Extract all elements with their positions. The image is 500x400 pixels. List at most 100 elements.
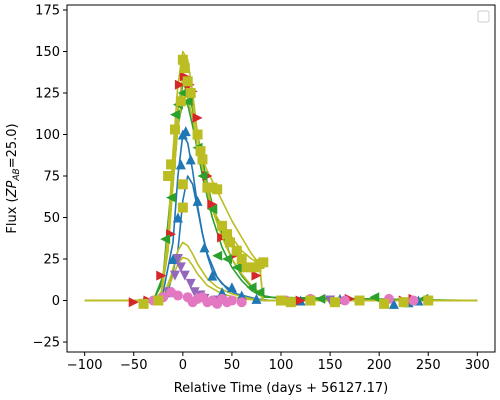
data-point-triangle-up [175,159,186,170]
y-label-post: =25.0) [5,123,20,168]
data-point-triangle-up [192,195,203,206]
data-point-square [175,96,186,107]
data-point-triangle-left [207,204,218,215]
model-curve [84,92,478,302]
data-point-square [153,295,164,306]
data-point-circle [236,297,247,308]
data-point-square [423,295,434,306]
x-tick-label: 150 [318,358,343,373]
y-label-zp: ZP [5,180,20,198]
y-tick-label: 0 [52,294,60,309]
data-point-triangle-up [168,254,179,265]
data-point-triangle-left [254,287,265,298]
data-point-triangle-down [172,254,183,265]
data-point-triangle-left [315,293,326,304]
y-tick-label: 25 [43,253,60,268]
x-axis-ticks: −100 −50 0 50 100 150 200 250 300 [67,352,490,373]
data-point-triangle-right [156,270,167,281]
x-tick-label: 300 [465,358,490,373]
data-point-square [169,124,180,135]
data-point-square [354,295,365,306]
y-label-pre: Flux ( [5,197,20,233]
data-point-triangle-up [388,298,399,309]
data-point-triangle-right [251,270,262,281]
data-point-triangle-down [189,287,200,298]
data-point-square [276,295,286,306]
data-point-triangle-left [231,262,242,273]
model-curve [84,83,478,302]
data-point-circle [226,295,237,306]
data-point-triangle-left [182,96,193,107]
y-tick-label: 100 [35,128,60,143]
data-point-square [179,63,190,74]
y-label-sub: AB [12,168,22,181]
model-curve [84,50,478,302]
data-point-triangle-right [128,297,139,308]
data-point-triangle-up [199,242,210,253]
data-point-triangle-left [160,234,171,245]
data-point-triangle-right [207,199,218,210]
data-point-triangle-right [192,112,203,123]
legend-box [477,10,490,23]
data-point-square [305,295,316,306]
y-axis-ticks: −25 0 25 50 75 100 125 150 175 [33,3,67,351]
x-tick-label: 250 [416,358,441,373]
data-point-triangle-down [169,270,180,281]
data-point-triangle-up [185,154,196,165]
y-tick-label: 150 [35,45,60,60]
data-point-triangle-up [207,270,218,281]
data-point-square [241,262,252,273]
data-point-triangle-left [169,109,180,120]
data-point-square [329,297,340,308]
data-point-triangle-down [175,262,186,273]
model-curve [84,175,478,302]
data-point-triangle-left [212,250,223,261]
x-tick-label: 0 [179,358,187,373]
data-point-triangle-left [166,192,177,203]
data-point-square [398,297,409,308]
data-point-triangle-up [226,282,237,293]
model-curve [84,256,478,302]
data-point-square [217,220,228,231]
x-tick-label: 200 [367,358,392,373]
y-tick-label: 125 [35,86,60,101]
data-point-square [166,159,177,170]
data-point-square [212,184,223,195]
data-point-square [285,297,296,308]
y-tick-label: −25 [33,336,60,351]
data-point-square [231,245,242,256]
model-curve [84,133,478,302]
data-markers [128,54,434,309]
data-point-square [195,146,206,157]
data-point-triangle-left [369,292,380,303]
data-point-square [177,54,188,65]
data-point-square [177,202,188,213]
y-tick-label: 175 [35,3,60,18]
data-point-square [163,171,174,182]
x-tick-label: 100 [269,358,294,373]
data-point-circle [172,290,183,301]
data-point-triangle-left [246,282,257,293]
y-axis-label: Flux (ZPAB=25.0) [5,123,22,233]
data-point-triangle-left [197,171,208,182]
x-tick-label: −50 [120,358,147,373]
data-point-square [182,76,193,87]
data-point-square [192,129,203,140]
y-tick-label: 50 [43,211,60,226]
model-curve [84,241,478,302]
data-point-circle [408,295,419,306]
y-tick-label: 75 [43,170,60,185]
data-point-square [222,229,233,240]
data-point-triangle-right [174,79,185,90]
data-point-circle [339,295,350,306]
data-point-square [379,298,390,309]
data-point-square [258,257,269,268]
data-point-triangle-left [177,87,188,98]
data-point-square [197,154,208,165]
data-point-square [236,254,247,265]
data-point-triangle-right [295,295,306,306]
data-point-square [224,237,235,248]
x-axis-label: Relative Time (days + 56127.17) [174,381,389,396]
data-point-square [185,87,196,98]
